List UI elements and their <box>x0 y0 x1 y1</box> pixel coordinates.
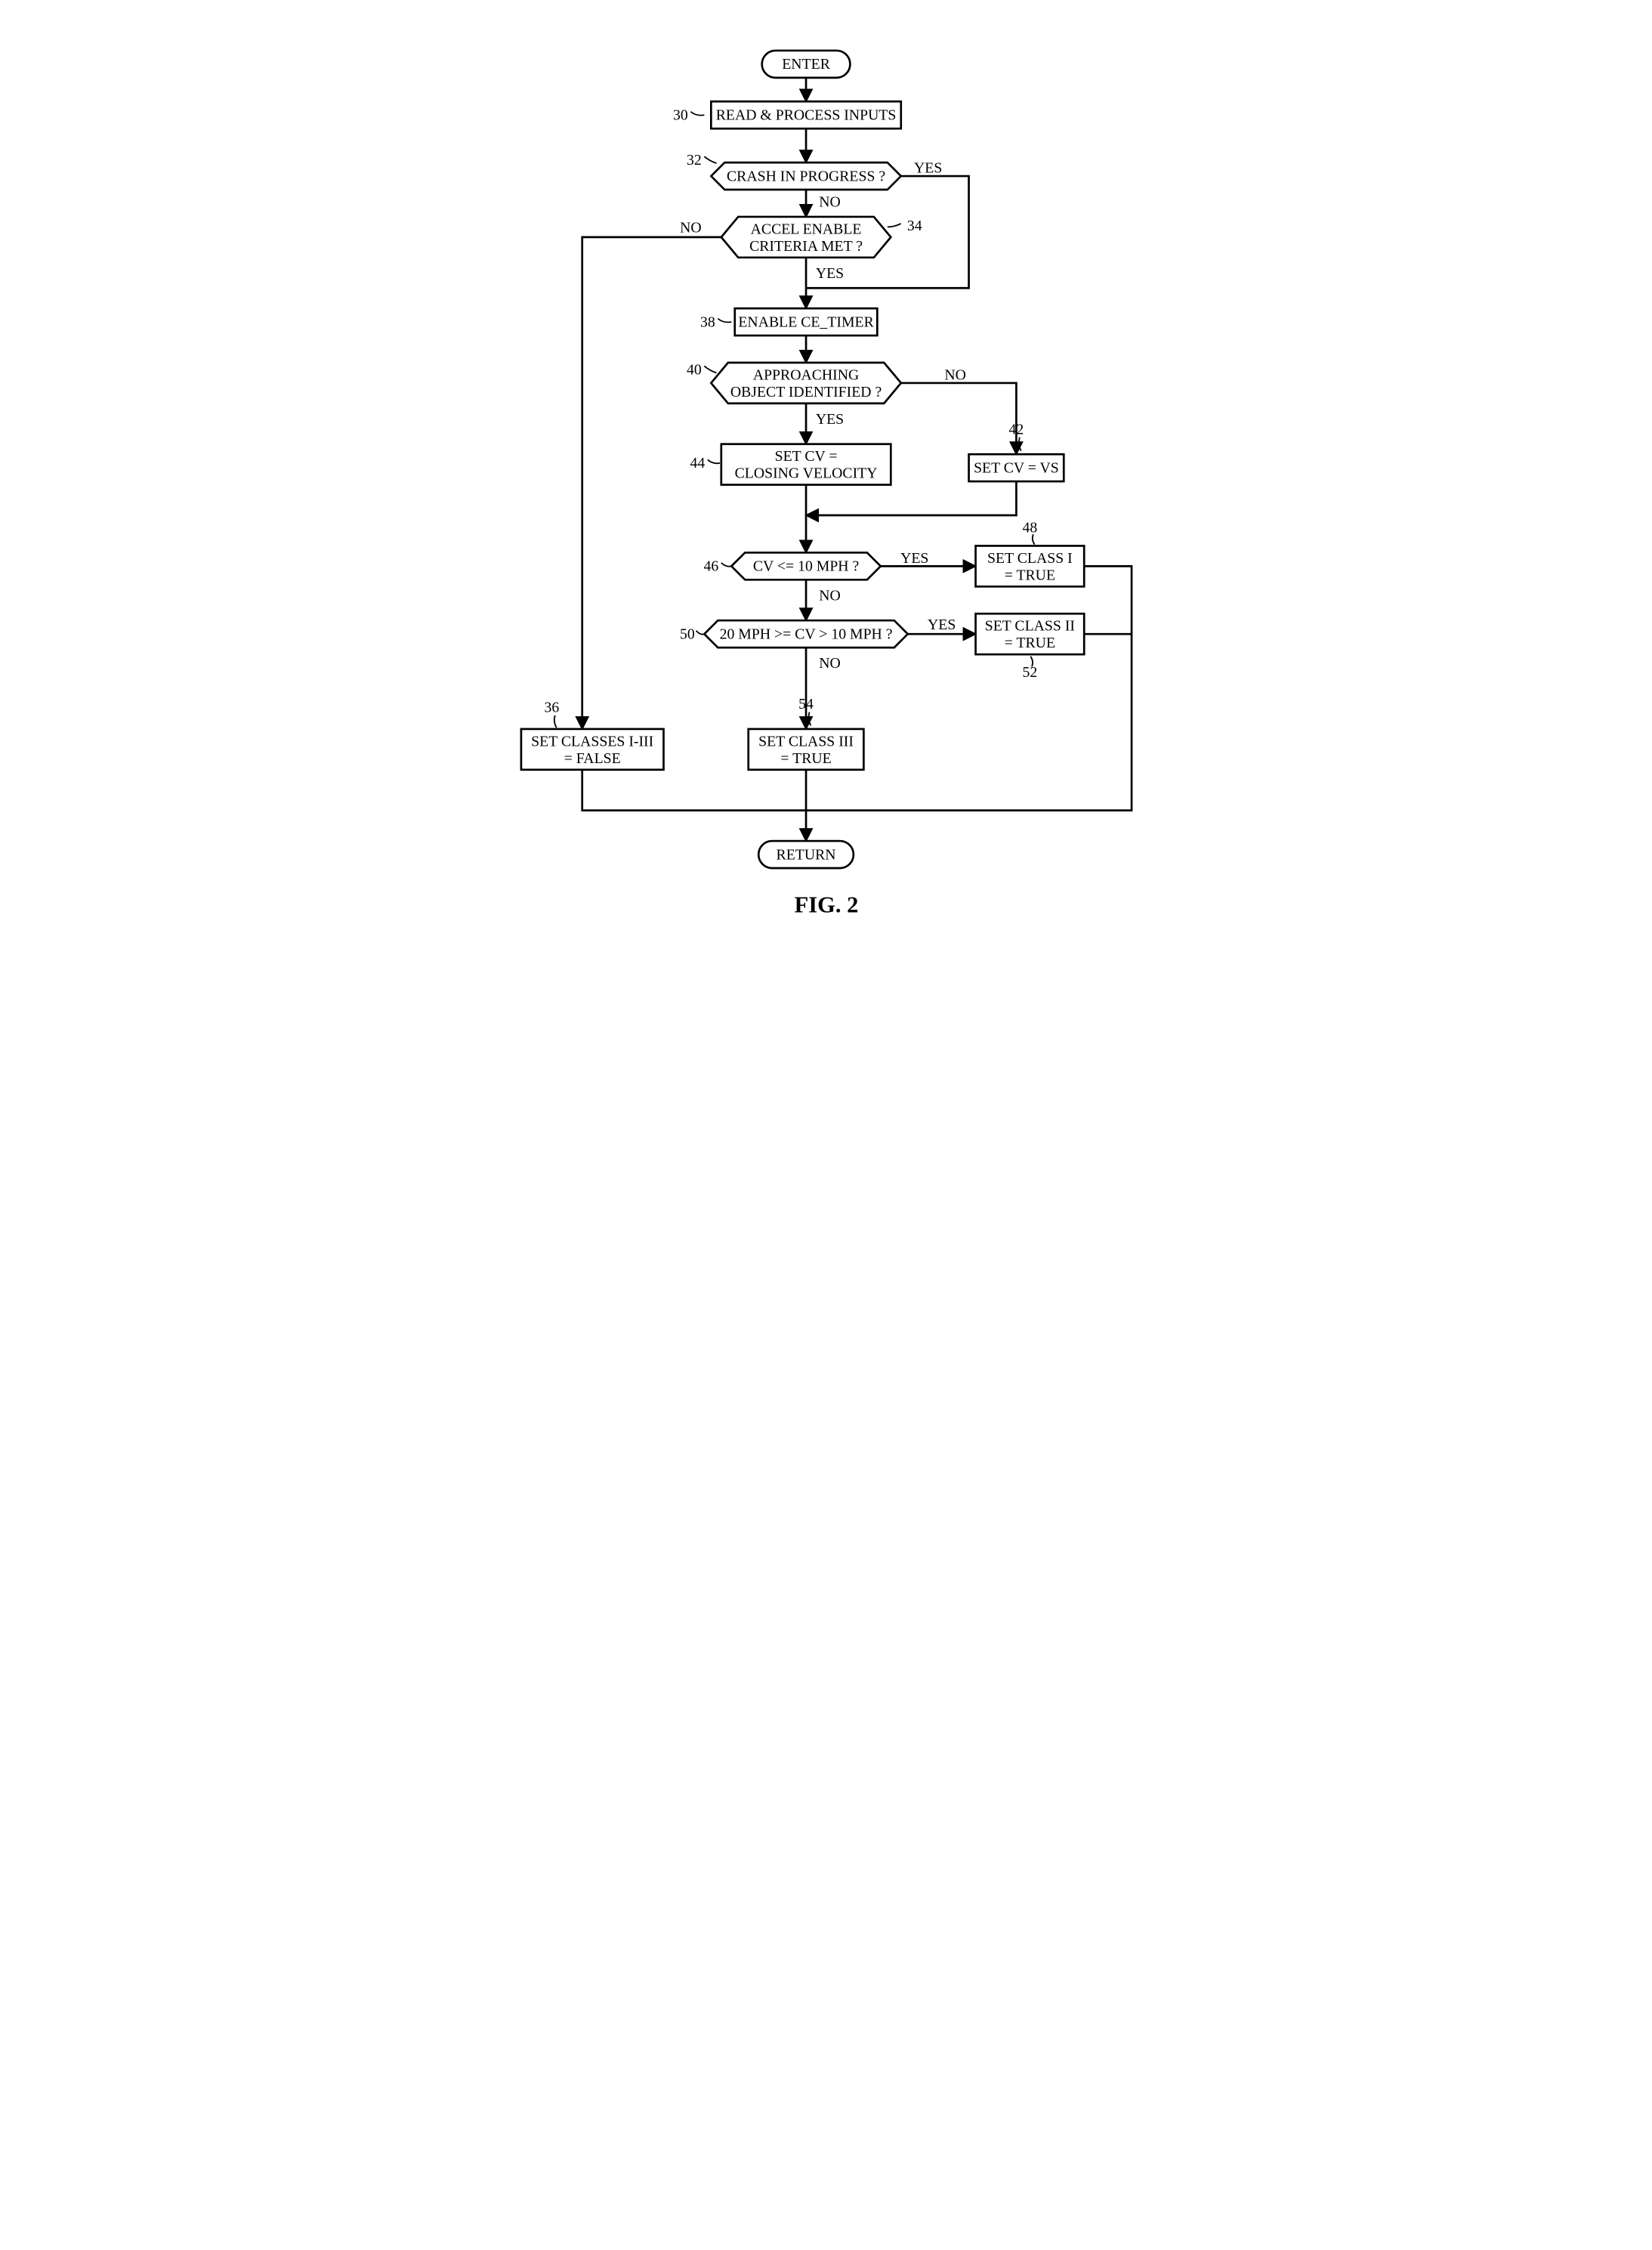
ref-50: 50 <box>680 626 695 643</box>
ref-32: 32 <box>687 152 702 168</box>
ref-38: 38 <box>699 314 715 330</box>
figure-label: FIG. 2 <box>794 892 858 917</box>
edge <box>582 770 805 811</box>
set-cv-closing-2: CLOSING VELOCITY <box>734 465 877 482</box>
edge <box>806 566 1132 810</box>
ref-30: 30 <box>673 107 688 124</box>
ref-54: 54 <box>798 696 814 712</box>
ref-tick <box>704 156 716 163</box>
no-label: NO <box>944 366 966 383</box>
edge <box>582 237 721 729</box>
decision-approaching: APPROACHING OBJECT IDENTIFIED ? <box>711 363 900 403</box>
no-label: NO <box>819 587 841 604</box>
process-set-class2: SET CLASS II = TRUE <box>975 613 1084 654</box>
ref-46: 46 <box>703 558 718 575</box>
yes-label: YES <box>914 160 942 177</box>
ref-tick <box>707 459 719 463</box>
decision-cv20: 20 MPH >= CV > 10 MPH ? <box>704 620 907 647</box>
decision-crash: CRASH IN PROGRESS ? <box>711 162 900 190</box>
cv10-label: CV <= 10 MPH ? <box>752 558 858 575</box>
cv20-label: 20 MPH >= CV > 10 MPH ? <box>719 626 892 643</box>
no-label: NO <box>819 655 841 672</box>
ref-tick <box>704 366 716 372</box>
ref-tick <box>690 112 704 116</box>
ref-tick <box>887 224 900 227</box>
ref-tick <box>718 319 731 323</box>
class2-l1: SET CLASS II <box>984 618 1074 635</box>
process-set-class3: SET CLASS III = TRUE <box>748 729 863 770</box>
set-cv-closing-1: SET CV = <box>774 448 837 465</box>
classes-false-l1: SET CLASSES I-III <box>531 733 653 749</box>
classes-false-l2: = FALSE <box>564 750 620 767</box>
ref-44: 44 <box>690 455 705 471</box>
enter-label: ENTER <box>782 56 830 73</box>
class3-l1: SET CLASS III <box>758 733 854 749</box>
ref-48: 48 <box>1022 520 1037 536</box>
set-cv-vs-label: SET CV = VS <box>974 460 1059 477</box>
ref-tick <box>721 563 730 567</box>
ref-40: 40 <box>687 361 702 378</box>
flowchart: ENTER READ & PROCESS INPUTS 30 CRASH IN … <box>494 30 1159 939</box>
process-set-class1: SET CLASS I = TRUE <box>975 546 1084 586</box>
approaching-label-1: APPROACHING <box>752 366 858 383</box>
class1-l1: SET CLASS I <box>987 550 1073 567</box>
ref-42: 42 <box>1008 421 1024 437</box>
ref-tick <box>808 712 811 725</box>
process-set-classes-false: SET CLASSES I-III = FALSE <box>520 729 663 770</box>
ref-36: 36 <box>544 699 559 715</box>
ref-tick <box>1018 437 1021 451</box>
approaching-label-2: OBJECT IDENTIFIED ? <box>730 384 881 400</box>
process-enable-timer: ENABLE CE_TIMER <box>734 308 877 335</box>
edge <box>806 481 1016 515</box>
terminal-enter: ENTER <box>761 51 850 78</box>
ref-tick <box>554 715 556 728</box>
class1-l2: = TRUE <box>1004 567 1055 583</box>
class2-l2: = TRUE <box>1004 635 1055 651</box>
yes-label: YES <box>927 617 955 633</box>
decision-accel: ACCEL ENABLE CRITERIA MET ? <box>721 217 890 258</box>
ref-52: 52 <box>1022 664 1037 681</box>
read-inputs-label: READ & PROCESS INPUTS <box>715 107 896 124</box>
return-label: RETURN <box>776 846 835 863</box>
process-set-cv-vs: SET CV = VS <box>968 454 1064 481</box>
class3-l2: = TRUE <box>780 750 831 767</box>
no-label: NO <box>819 194 841 211</box>
decision-cv10: CV <= 10 MPH ? <box>731 552 881 579</box>
accel-label-1: ACCEL ENABLE <box>750 221 861 237</box>
edge <box>900 383 1016 454</box>
crash-label: CRASH IN PROGRESS ? <box>726 168 885 184</box>
process-read-inputs: READ & PROCESS INPUTS <box>711 101 900 128</box>
yes-label: YES <box>815 411 843 428</box>
terminal-return: RETURN <box>758 841 854 868</box>
yes-label: YES <box>900 550 928 567</box>
no-label: NO <box>680 220 702 236</box>
process-set-cv-closing: SET CV = CLOSING VELOCITY <box>721 444 890 485</box>
enable-timer-label: ENABLE CE_TIMER <box>738 314 874 330</box>
yes-label: YES <box>815 265 843 282</box>
accel-label-2: CRITERIA MET ? <box>749 238 863 255</box>
ref-tick <box>696 631 704 635</box>
ref-34: 34 <box>906 218 922 234</box>
